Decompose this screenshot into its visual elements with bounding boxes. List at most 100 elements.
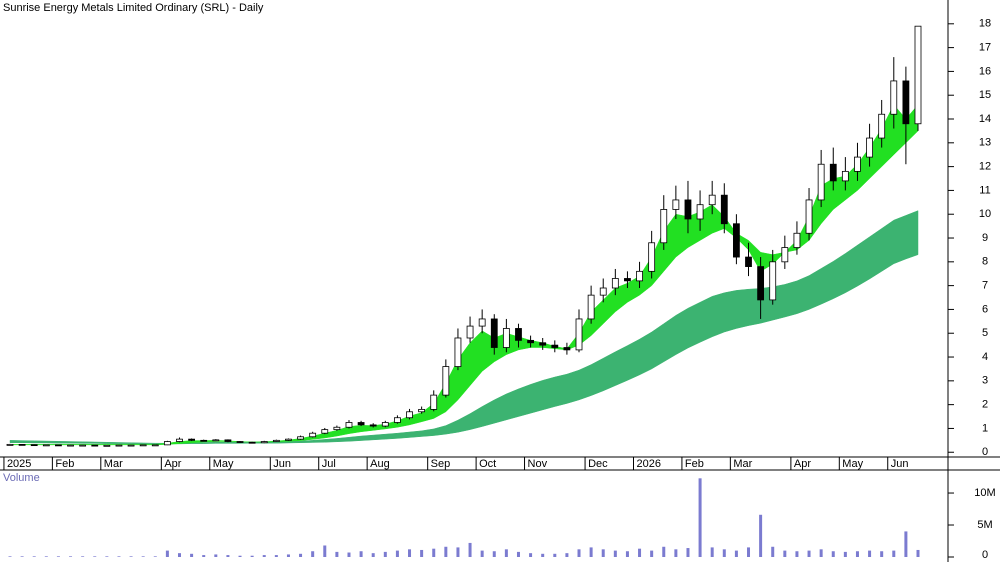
x-tick-label: Oct	[479, 458, 496, 470]
volume-bar	[468, 542, 472, 557]
y-tick-label: 17	[979, 42, 991, 54]
y-tick-label: 0	[982, 446, 988, 458]
volume-bar	[323, 545, 327, 557]
candle-body	[224, 439, 232, 442]
x-tick-label: Nov	[528, 458, 548, 470]
candle-body	[817, 163, 825, 201]
volume-bar	[904, 531, 908, 557]
x-tick-label: Jun	[273, 458, 291, 470]
candle-body	[285, 438, 292, 441]
volume-bar	[613, 550, 617, 557]
candle-body	[781, 247, 789, 263]
volume-bar	[565, 553, 569, 557]
volume-bar	[190, 553, 194, 557]
candle-body	[527, 339, 534, 344]
volume-bar	[311, 551, 315, 557]
volume-bar	[262, 555, 266, 557]
candle-body	[539, 342, 547, 346]
volume-bar	[226, 555, 230, 557]
candle-body	[115, 444, 123, 447]
volume-bar	[202, 555, 206, 557]
volume-bar	[286, 554, 290, 557]
x-tick-label: Apr	[794, 458, 811, 470]
x-tick-label: Sep	[431, 458, 451, 470]
volume-bar	[238, 555, 242, 557]
candle-body	[309, 432, 317, 438]
candle-body	[769, 261, 777, 301]
volume-bar	[274, 555, 278, 557]
volume-bar	[347, 552, 351, 557]
volume-bar	[625, 551, 629, 557]
candle-body	[212, 439, 220, 442]
candle-body	[6, 443, 14, 446]
candle-body	[176, 438, 183, 442]
candle-body	[515, 328, 522, 341]
volume-bar	[8, 556, 12, 557]
volume-bar	[117, 556, 121, 557]
volume-bar	[553, 553, 557, 557]
volume-bar	[771, 546, 775, 557]
candle-body	[151, 444, 159, 447]
y-tick-label: 5	[982, 327, 988, 339]
volume-bar	[371, 553, 375, 557]
volume-bar	[819, 549, 823, 557]
volume-bar	[444, 546, 448, 557]
candle-body	[611, 278, 619, 289]
volume-bar	[722, 549, 726, 557]
volume-title: Volume	[3, 472, 40, 484]
candle-body	[684, 199, 692, 220]
candle-body	[418, 408, 426, 413]
candle-body	[442, 366, 450, 396]
candle-body	[30, 444, 38, 447]
candle-body	[757, 266, 765, 301]
volume-bar	[541, 553, 545, 557]
candle-body	[406, 411, 413, 419]
volume-bar	[710, 547, 714, 557]
candle-body	[127, 444, 135, 447]
candle-body	[478, 318, 486, 327]
volume-bar	[589, 547, 593, 557]
candle-body	[720, 194, 728, 225]
y-tick-label: 10M	[974, 487, 995, 499]
volume-bar	[783, 550, 787, 557]
candle-body	[381, 422, 389, 427]
candle-body	[854, 156, 861, 172]
candle-body	[200, 439, 208, 442]
volume-bar	[20, 556, 24, 557]
candle-body	[793, 232, 801, 248]
candle-body	[79, 444, 87, 447]
candle-body	[454, 337, 462, 367]
candle-body	[805, 199, 813, 234]
y-tick-label: 3	[982, 375, 988, 387]
volume-bar	[32, 556, 36, 557]
volume-bar	[638, 548, 642, 557]
x-tick-label: Feb	[55, 458, 74, 470]
x-tick-label: Mar	[104, 458, 123, 470]
volume-bar	[529, 553, 533, 557]
candle-body	[902, 80, 910, 125]
volume-bar	[165, 550, 169, 557]
candle-body	[357, 422, 365, 426]
volume-bar	[383, 551, 387, 557]
volume-bar	[577, 549, 581, 557]
volume-bar	[686, 548, 690, 557]
volume-bar	[734, 550, 738, 557]
candle-body	[248, 441, 256, 444]
volume-bar	[843, 551, 847, 557]
volume-bar	[44, 556, 48, 557]
candle-body	[103, 444, 111, 447]
candle-body	[708, 194, 716, 206]
x-tick-label: Feb	[685, 458, 704, 470]
y-tick-label: 16	[979, 65, 991, 77]
y-tick-label: 10	[979, 208, 991, 220]
candle-body	[599, 287, 607, 296]
volume-bar	[177, 553, 181, 557]
y-tick-label: 9	[982, 232, 988, 244]
volume-bar	[432, 548, 436, 557]
candle-body	[660, 209, 668, 244]
x-tick-label: May	[213, 458, 234, 470]
volume-bar	[141, 556, 145, 557]
volume-bar	[880, 551, 884, 557]
candle-body	[878, 113, 886, 139]
